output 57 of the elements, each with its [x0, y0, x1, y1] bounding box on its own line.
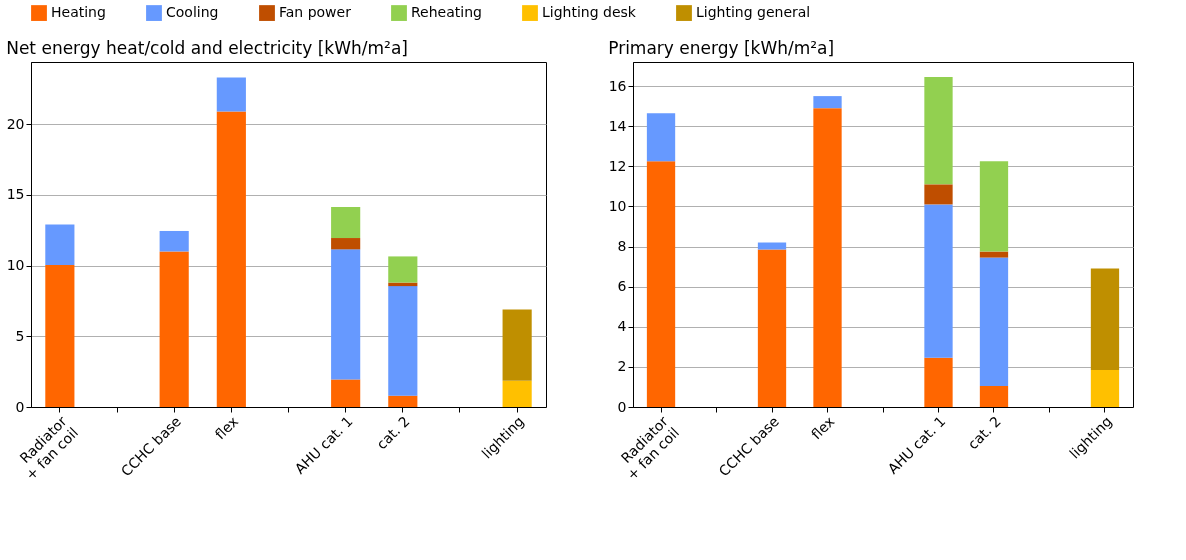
bar — [159, 251, 189, 407]
bar — [646, 161, 676, 407]
y-tick-label: 0 — [617, 398, 627, 415]
bar — [646, 113, 676, 162]
bar — [331, 206, 361, 239]
bar — [331, 379, 361, 407]
bar — [924, 357, 953, 407]
legend-label: Reheating — [411, 4, 482, 21]
legend-label: Fan power — [279, 4, 352, 21]
y-tick-label: 12 — [608, 157, 627, 174]
bar — [216, 111, 246, 407]
bar — [1090, 369, 1120, 407]
bar — [388, 256, 418, 283]
chart-title: Net energy heat/cold and electricity [kWh/m²a] — [6, 38, 408, 58]
bar — [331, 238, 361, 250]
legend-label: Lighting desk — [542, 4, 637, 21]
legend-label: Lighting general — [696, 4, 811, 21]
y-tick-label: 6 — [617, 278, 627, 295]
bar — [331, 249, 361, 380]
bar — [45, 224, 75, 265]
bar — [1090, 268, 1120, 370]
bar — [388, 395, 418, 407]
y-tick-label: 0 — [15, 398, 25, 415]
bar — [924, 184, 953, 205]
bar — [757, 242, 787, 250]
x-tick-label: flex — [808, 413, 838, 443]
x-tick-label: cat. 2 — [373, 413, 413, 453]
bar — [216, 77, 246, 112]
bar — [924, 77, 953, 185]
bar — [813, 108, 842, 407]
y-tick-label: 16 — [608, 77, 627, 94]
legend-label: Heating — [51, 4, 106, 21]
y-tick-label: 15 — [6, 186, 25, 203]
bar — [757, 249, 787, 407]
bar — [159, 230, 189, 252]
bar — [979, 385, 1009, 407]
y-tick-label: 4 — [617, 318, 627, 335]
bar — [45, 264, 75, 407]
bar — [924, 204, 953, 358]
chart-title: Primary energy [kWh/m²a] — [608, 38, 835, 58]
bar — [502, 309, 532, 381]
bar — [813, 96, 842, 109]
x-tick-label: flex — [211, 413, 242, 443]
y-tick-label: 20 — [6, 115, 25, 132]
y-tick-label: 10 — [6, 257, 25, 274]
bar — [979, 257, 1009, 386]
x-tick-label: cat. 2 — [964, 413, 1004, 453]
bar — [979, 251, 1009, 258]
y-tick-label: 2 — [617, 358, 627, 375]
y-tick-label: 8 — [617, 238, 627, 255]
legend-label: Cooling — [166, 4, 219, 21]
bar — [388, 286, 418, 396]
y-tick-label: 5 — [15, 327, 25, 344]
bar — [979, 161, 1009, 252]
y-tick-label: 14 — [608, 117, 627, 134]
y-tick-label: 10 — [608, 197, 627, 214]
bar — [502, 380, 532, 407]
